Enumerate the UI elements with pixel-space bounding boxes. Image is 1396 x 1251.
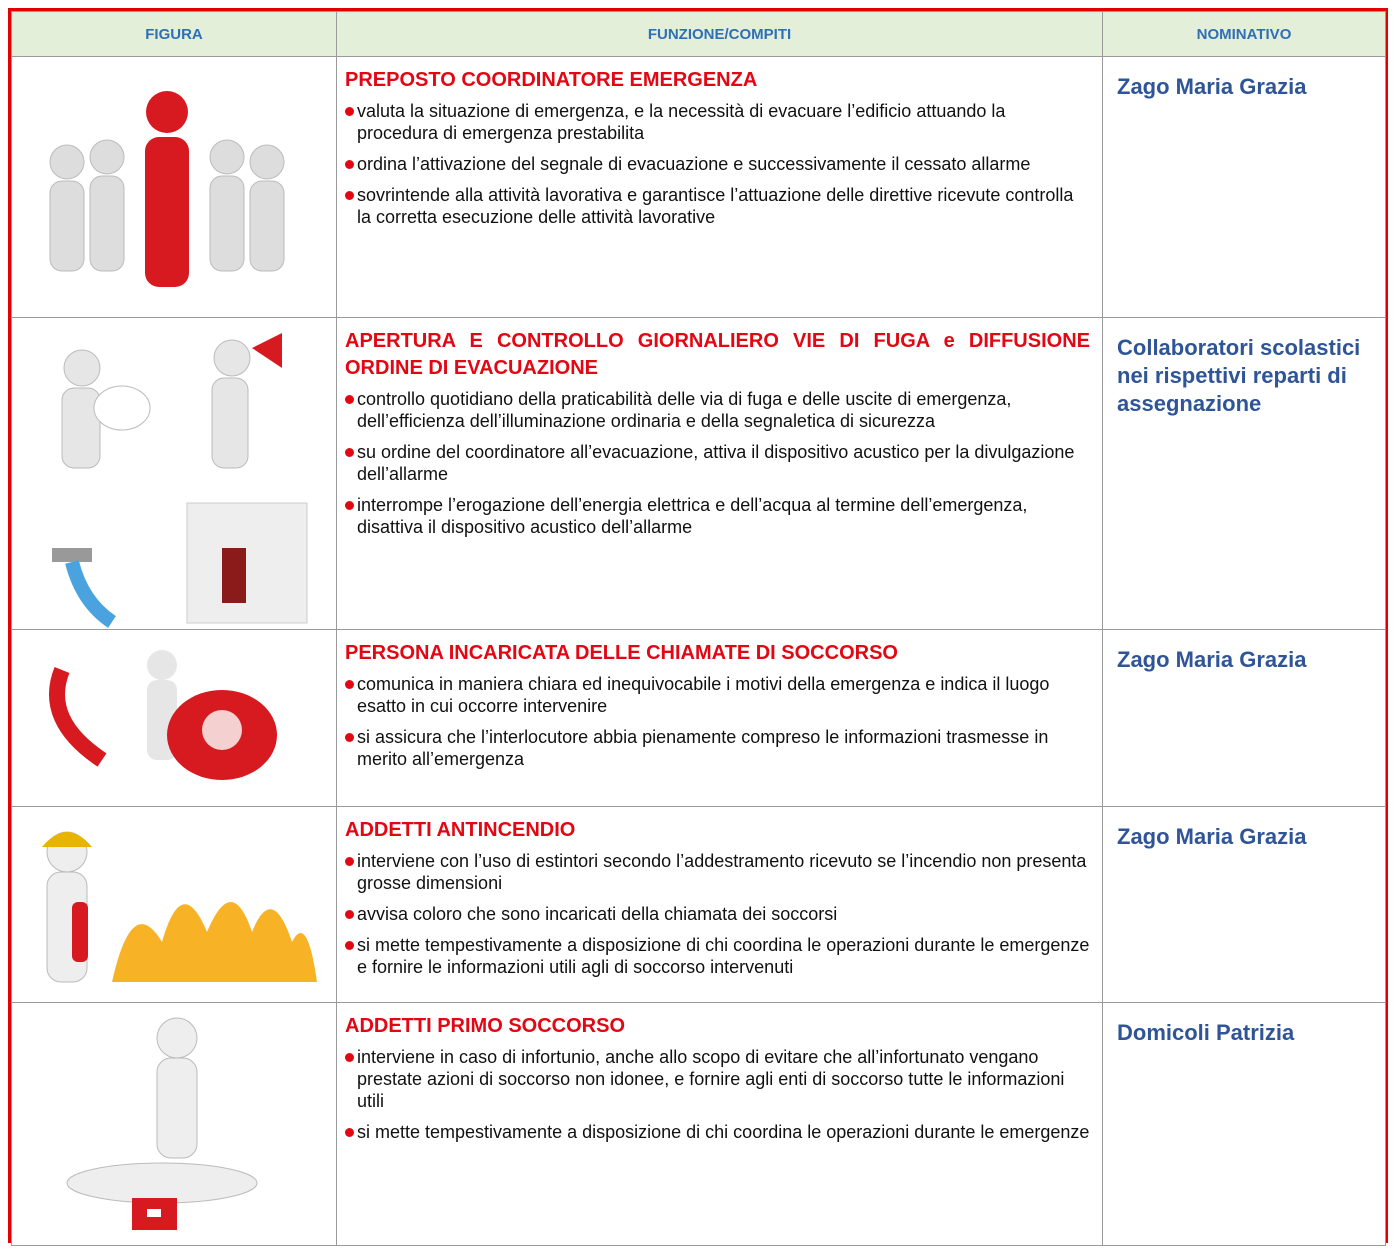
name-cell: Zago Maria Grazia — [1102, 806, 1386, 1003]
table-row: ADDETTI ANTINCENDIO interviene con l’uso … — [11, 806, 1386, 1003]
figure-cell — [11, 1002, 337, 1246]
person-name: Zago Maria Grazia — [1117, 647, 1307, 672]
figure-cell — [11, 806, 337, 1003]
function-cell: PREPOSTO COORDINATORE EMERGENZA valuta la… — [336, 56, 1103, 318]
role-title: PERSONA INCARICATA DELLE CHIAMATE DI SOC… — [345, 642, 898, 664]
figure-first-aid — [66, 1017, 258, 1230]
table-frame: FIGURA FUNZIONE/COMPITI NOMINATIVO PREPO… — [8, 8, 1388, 1246]
role-title: PREPOSTO COORDINATORE EMERGENZA — [345, 69, 758, 91]
task-item: si mette tempestivamente a disposizione … — [345, 934, 1090, 978]
person-name: Collaboratori scolastici nei rispettivi … — [1117, 335, 1361, 416]
task-item: su ordine del coordinatore all’evacuazio… — [345, 441, 1090, 485]
figure-cell — [11, 629, 337, 807]
figure-cell — [11, 56, 337, 318]
column-header: NOMINATIVO — [1102, 11, 1386, 57]
task-item: comunica in maniera chiara ed inequivoca… — [345, 673, 1090, 717]
role-title: ADDETTI ANTINCENDIO — [345, 819, 576, 841]
name-cell: Domicoli Patrizia — [1102, 1002, 1386, 1246]
task-item: interviene con l’uso di estintori second… — [345, 850, 1090, 894]
task-item: ordina l’attivazione del segnale di evac… — [345, 153, 1090, 175]
task-item: interviene in caso di infortunio, anche … — [345, 1046, 1090, 1112]
name-cell: Zago Maria Grazia — [1102, 629, 1386, 807]
figure-phone — [49, 650, 277, 780]
task-item: interrompe l’erogazione dell’energia ele… — [345, 494, 1090, 538]
column-header: FIGURA — [11, 11, 337, 57]
function-cell: ADDETTI PRIMO SOCCORSO interviene in caso… — [336, 1002, 1103, 1246]
name-cell: Zago Maria Grazia — [1102, 56, 1386, 318]
figure-escape — [52, 333, 308, 628]
function-cell: APERTURA E CONTROLLO GIORNALIERO VIE DI … — [336, 317, 1103, 630]
emergency-table: FIGURA FUNZIONE/COMPITI NOMINATIVO PREPO… — [11, 11, 1386, 1246]
figure-cell — [11, 317, 337, 630]
person-name: Zago Maria Grazia — [1117, 74, 1307, 99]
role-title: APERTURA E CONTROLLO GIORNALIERO VIE DI … — [345, 330, 1090, 379]
table-row: ADDETTI PRIMO SOCCORSO interviene in caso… — [11, 1002, 1386, 1246]
task-item: sovrintende alla attività lavorativa e g… — [345, 184, 1090, 228]
task-item: avvisa coloro che sono incaricati della … — [345, 903, 1090, 925]
task-item: controllo quotidiano della praticabilità… — [345, 388, 1090, 432]
task-item: si mette tempestivamente a disposizione … — [345, 1121, 1090, 1143]
figure-fire — [42, 831, 317, 983]
header-row: FIGURA FUNZIONE/COMPITI NOMINATIVO — [11, 11, 1386, 57]
column-header: FUNZIONE/COMPITI — [336, 11, 1103, 57]
table-row: PREPOSTO COORDINATORE EMERGENZA valuta la… — [11, 56, 1386, 318]
person-name: Domicoli Patrizia — [1117, 1020, 1295, 1045]
task-item: si assicura che l’interlocutore abbia pi… — [345, 726, 1090, 770]
table-row: PERSONA INCARICATA DELLE CHIAMATE DI SOC… — [11, 629, 1386, 807]
function-cell: ADDETTI ANTINCENDIO interviene con l’uso … — [336, 806, 1103, 1003]
task-item: valuta la situazione di emergenza, e la … — [345, 100, 1090, 144]
table-row: APERTURA E CONTROLLO GIORNALIERO VIE DI … — [11, 317, 1386, 630]
name-cell: Collaboratori scolastici nei rispettivi … — [1102, 317, 1386, 630]
figure-leader — [49, 91, 285, 287]
role-title: ADDETTI PRIMO SOCCORSO — [345, 1015, 626, 1037]
person-name: Zago Maria Grazia — [1117, 824, 1307, 849]
function-cell: PERSONA INCARICATA DELLE CHIAMATE DI SOC… — [336, 629, 1103, 807]
